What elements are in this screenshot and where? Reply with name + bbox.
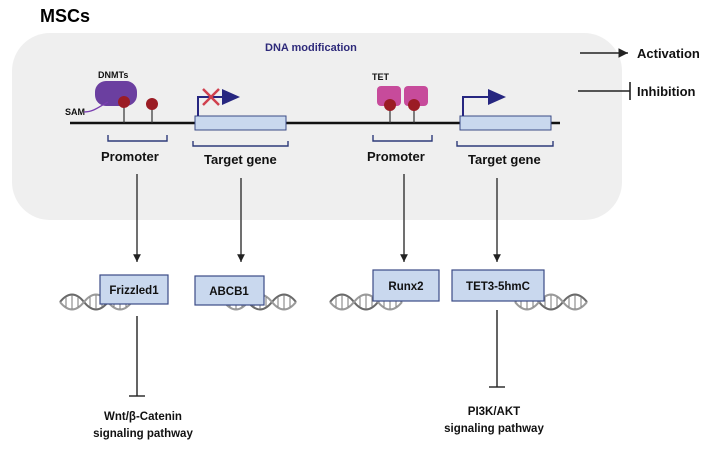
- legend: Activation Inhibition: [578, 46, 700, 100]
- blocked-x-icon: [202, 88, 220, 106]
- figure-title: MSCs: [40, 6, 90, 26]
- wnt-pathway-line2: signaling pathway: [93, 428, 193, 440]
- runx2-label: Runx2: [388, 281, 423, 293]
- target-tet3-5hmc: TET3-5hmC: [451, 269, 545, 302]
- methyl-group-icon: [384, 99, 396, 111]
- transcription-start-icon: [197, 96, 222, 116]
- wnt-pathway-line1: Wnt/β-Catenin: [104, 411, 182, 423]
- methyl-group-icon: [408, 99, 420, 111]
- panel-title: DNA modification: [265, 42, 357, 54]
- left-promoter-label: Promoter: [101, 149, 159, 164]
- target-frizzled1: Frizzled1: [99, 274, 169, 305]
- tet-enzyme-icon: [377, 86, 401, 106]
- right-promoter-label: Promoter: [367, 149, 425, 164]
- right-module: TET Promoter Target gene: [352, 72, 560, 167]
- dnmt-enzyme-icon: [95, 81, 137, 106]
- dna-modification-panel: [12, 33, 622, 220]
- methyl-group-icon: [118, 96, 130, 108]
- transcription-start-icon: [462, 96, 488, 116]
- connectors: [133, 174, 501, 262]
- target-gene-box: [459, 115, 552, 131]
- sam-label: SAM: [65, 107, 85, 117]
- abcb1-label: ABCB1: [209, 286, 249, 298]
- gene-bracket: [192, 141, 289, 147]
- legend-activation: Activation: [637, 46, 700, 61]
- legend-inhibition: Inhibition: [637, 84, 696, 99]
- left-gene-label: Target gene: [204, 152, 277, 167]
- promoter-bracket: [372, 135, 433, 142]
- pi3k-pathway-line2: signaling pathway: [444, 423, 544, 435]
- left-module: DNMTs SAM Promoter Target gene: [65, 70, 352, 167]
- target-runx2: Runx2: [372, 269, 440, 302]
- promoter-bracket: [107, 135, 168, 142]
- pi3k-pathway-line1: PI3K/AKT: [468, 406, 520, 418]
- gene-bracket: [456, 141, 554, 147]
- dnmts-label: DNMTs: [98, 70, 128, 80]
- right-gene-label: Target gene: [468, 152, 541, 167]
- inhibition-lines: [129, 310, 505, 397]
- target-gene-box: [194, 115, 287, 131]
- frizzled1-label: Frizzled1: [109, 285, 159, 297]
- target-abcb1: ABCB1: [194, 275, 265, 306]
- methyl-group-icon: [146, 98, 158, 110]
- sam-arrow-icon: [83, 101, 109, 113]
- tet3-5hmc-label: TET3-5hmC: [466, 281, 530, 293]
- tet-label: TET: [372, 72, 390, 82]
